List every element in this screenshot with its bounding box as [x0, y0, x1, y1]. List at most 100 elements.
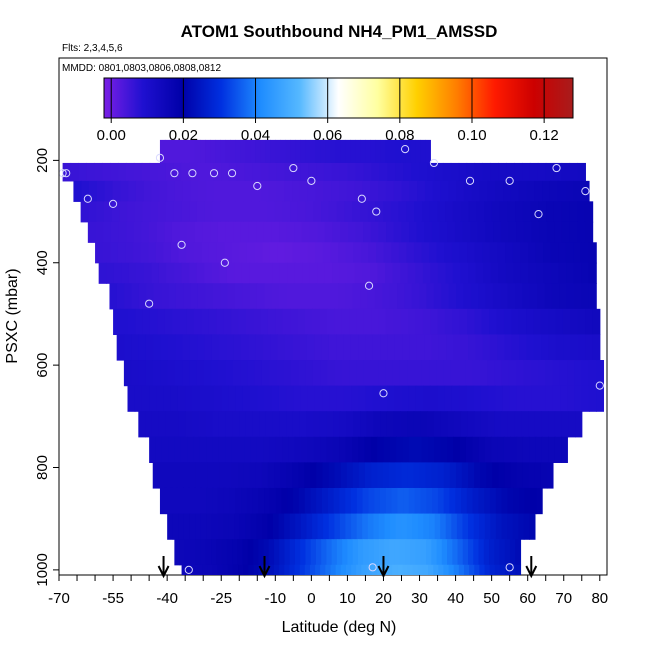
- heatmap-cell: [338, 283, 347, 310]
- heatmap-cell: [234, 283, 243, 310]
- heatmap-cell: [384, 513, 391, 540]
- heatmap-cell: [507, 201, 516, 223]
- heatmap-cell: [431, 334, 440, 361]
- heatmap-cell: [468, 262, 477, 284]
- heatmap-cell: [531, 221, 540, 243]
- x-tick-label: 20: [375, 590, 392, 607]
- heatmap-cell: [480, 411, 489, 438]
- heatmap-cell: [339, 487, 346, 515]
- heatmap-cell: [561, 221, 571, 243]
- heatmap-cell: [467, 411, 475, 438]
- heatmap-cell: [216, 539, 223, 566]
- heatmap-cell: [542, 180, 551, 202]
- heatmap-cell: [454, 411, 462, 438]
- heatmap-cell: [120, 180, 129, 202]
- y-tick-label: 600: [34, 353, 51, 378]
- heatmap-cell: [304, 462, 311, 489]
- heatmap-cell: [221, 385, 230, 412]
- heatmap-cell: [441, 283, 450, 310]
- heatmap-cell: [228, 162, 238, 182]
- heatmap-cell: [271, 385, 280, 412]
- heatmap-cell: [385, 180, 395, 202]
- heatmap-cell: [138, 283, 147, 310]
- heatmap-cell: [289, 539, 296, 566]
- heatmap-cell: [385, 262, 394, 284]
- heatmap-cell: [412, 513, 419, 540]
- x-tick-label: -40: [156, 590, 178, 607]
- heatmap-cell: [290, 308, 299, 336]
- heatmap-cell: [186, 308, 195, 336]
- heatmap-cell: [190, 180, 200, 202]
- heatmap-cell: [196, 564, 203, 575]
- heatmap-cell: [352, 539, 359, 566]
- heatmap-cell: [378, 308, 387, 336]
- heatmap-cell: [125, 162, 135, 182]
- heatmap-cell: [420, 487, 427, 515]
- heatmap-cell: [377, 436, 385, 463]
- heatmap-cell: [400, 262, 409, 284]
- heatmap-cell: [395, 162, 404, 182]
- heatmap-cell: [205, 139, 211, 164]
- heatmap-cell: [175, 283, 184, 310]
- heatmap-cell: [367, 201, 376, 223]
- heatmap-cell: [245, 180, 254, 202]
- x-tick-label: -55: [102, 590, 124, 607]
- heatmap-cell: [211, 262, 220, 284]
- heatmap-cell: [528, 462, 536, 489]
- heatmap-cell: [345, 487, 352, 515]
- heatmap-cell: [406, 513, 413, 540]
- heatmap-cell: [581, 283, 590, 310]
- heatmap-cell: [504, 539, 511, 566]
- heatmap-cell: [368, 487, 375, 515]
- heatmap-cell: [200, 513, 207, 540]
- heatmap-cell: [423, 385, 431, 412]
- heatmap-cell: [123, 360, 132, 387]
- heatmap-cell: [174, 360, 183, 387]
- heatmap-cell: [336, 385, 345, 412]
- heatmap-cell: [356, 360, 365, 387]
- heatmap-cell: [109, 283, 118, 310]
- sample-point: [108, 199, 118, 208]
- heatmap-cell: [379, 385, 388, 412]
- heatmap-cell: [245, 513, 252, 540]
- heatmap-cell: [452, 539, 459, 566]
- heatmap-cell: [515, 539, 522, 566]
- heatmap-cell: [295, 513, 302, 540]
- heatmap-cell: [352, 201, 361, 223]
- heatmap-cell: [206, 436, 214, 463]
- heatmap-cell: [313, 201, 322, 223]
- heatmap-cell: [229, 180, 239, 202]
- heatmap-cell: [415, 262, 424, 284]
- heatmap-cell: [274, 201, 283, 223]
- heatmap-cell: [332, 436, 340, 463]
- heatmap-cell: [256, 513, 263, 540]
- heatmap-cell: [316, 462, 324, 489]
- heatmap-cell: [310, 539, 317, 566]
- heatmap-cell: [143, 180, 153, 202]
- heatmap-cell: [249, 462, 257, 489]
- heatmap-cell: [138, 334, 147, 361]
- heatmap-cell: [450, 360, 459, 387]
- heatmap-cell: [505, 564, 511, 575]
- heatmap-cell: [460, 334, 469, 361]
- heatmap-cell: [433, 564, 439, 575]
- heatmap-cell: [298, 487, 306, 515]
- heatmap-cell: [227, 564, 234, 575]
- heatmap-cell: [428, 564, 434, 575]
- x-tick-label: 60: [519, 590, 536, 607]
- heatmap-cell: [282, 201, 291, 223]
- heatmap-cell: [308, 162, 317, 182]
- x-tick-label: 70: [555, 590, 572, 607]
- heatmap-cell: [482, 334, 491, 361]
- heatmap-cell: [300, 139, 306, 164]
- heatmap-cell: [255, 139, 261, 164]
- heatmap-cell: [142, 201, 152, 223]
- heatmap-cell: [260, 139, 266, 164]
- heatmap-cell: [332, 221, 341, 243]
- heatmap-cell: [281, 487, 288, 515]
- heatmap-cell: [234, 513, 241, 540]
- heatmap-cell: [508, 360, 517, 387]
- heatmap-cell: [360, 283, 369, 310]
- heatmap-cell: [379, 162, 388, 182]
- heatmap-cell: [218, 360, 227, 387]
